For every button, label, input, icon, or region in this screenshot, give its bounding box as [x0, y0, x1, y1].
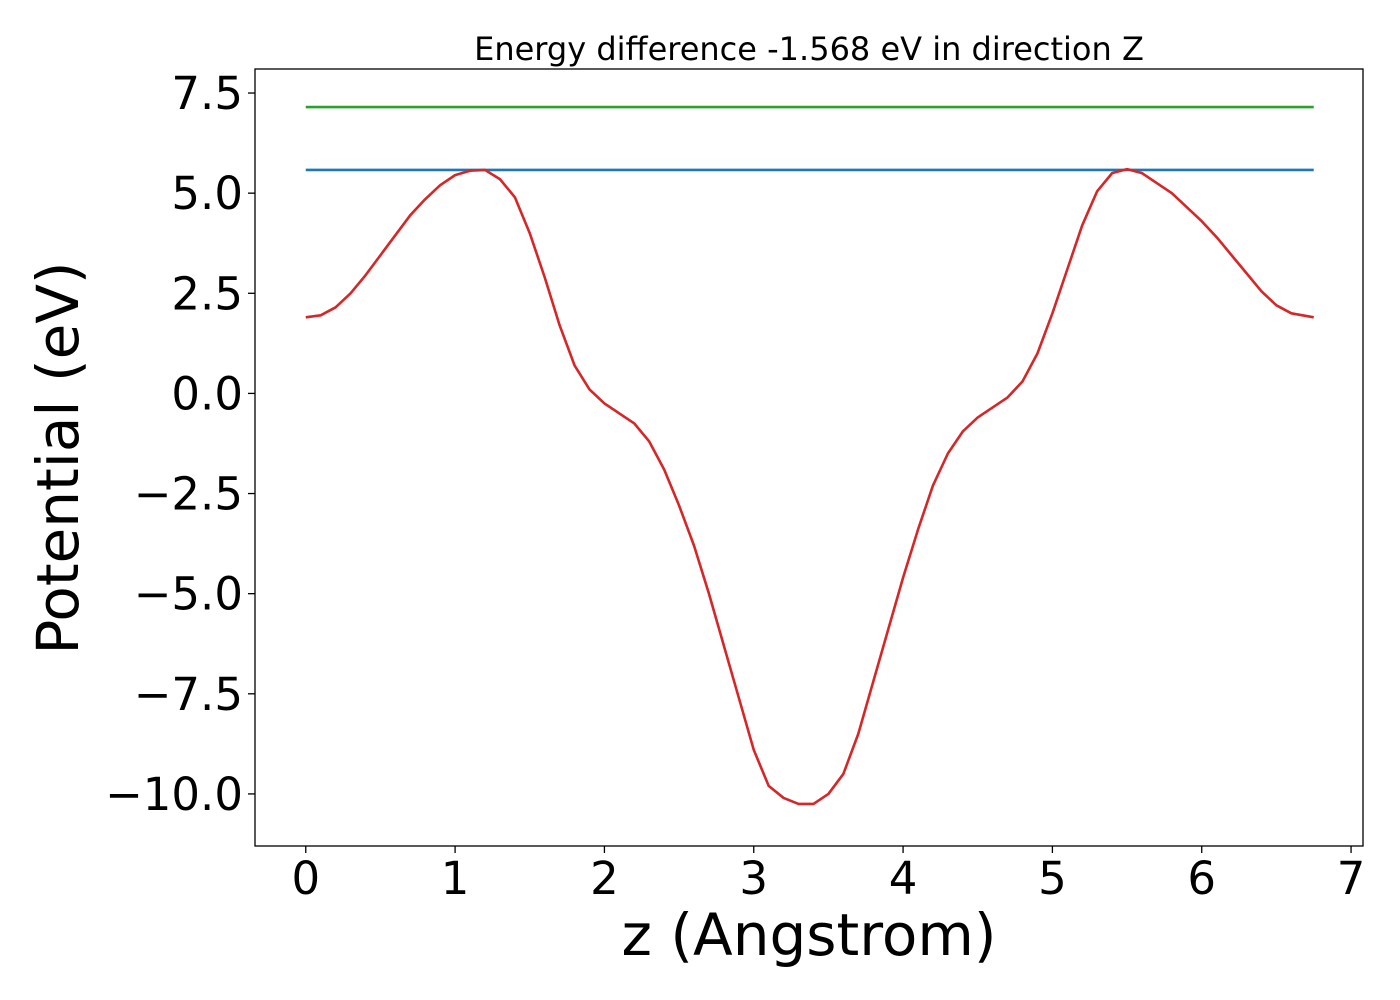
y-axis-label: Potential (eV): [24, 261, 92, 654]
y-tick-label: −10.0: [105, 768, 243, 821]
x-tick-label: 6: [1187, 852, 1216, 905]
series-line-2: [305, 167, 1314, 806]
x-tick-label: 3: [739, 852, 768, 905]
x-tick-label: 2: [590, 852, 619, 905]
series-layer: [305, 105, 1314, 806]
axes-frame: [254, 68, 1364, 847]
y-axis-ticks: 7.5 5.0 2.5 0.0 −2.5 −5.0 −7.5 −10.0: [105, 67, 255, 821]
y-tick-label: −7.5: [134, 668, 243, 721]
x-axis-ticks: 0 1 2 3 4 5 6 7: [291, 846, 1365, 905]
x-axis-label: z (Angstrom): [622, 901, 997, 969]
y-tick-label: −2.5: [134, 468, 243, 521]
y-tick-label: 0.0: [171, 367, 243, 420]
chart-title: Energy difference -1.568 eV in direction…: [474, 30, 1144, 68]
y-tick-label: −5.0: [134, 568, 243, 621]
x-tick-label: 5: [1038, 852, 1067, 905]
x-tick-label: 4: [889, 852, 918, 905]
x-tick-label: 1: [441, 852, 470, 905]
x-tick-label: 0: [291, 852, 320, 905]
y-tick-label: 5.0: [171, 167, 243, 220]
y-tick-label: 2.5: [171, 267, 243, 320]
y-tick-label: 7.5: [171, 67, 243, 120]
x-tick-label: 7: [1337, 852, 1366, 905]
